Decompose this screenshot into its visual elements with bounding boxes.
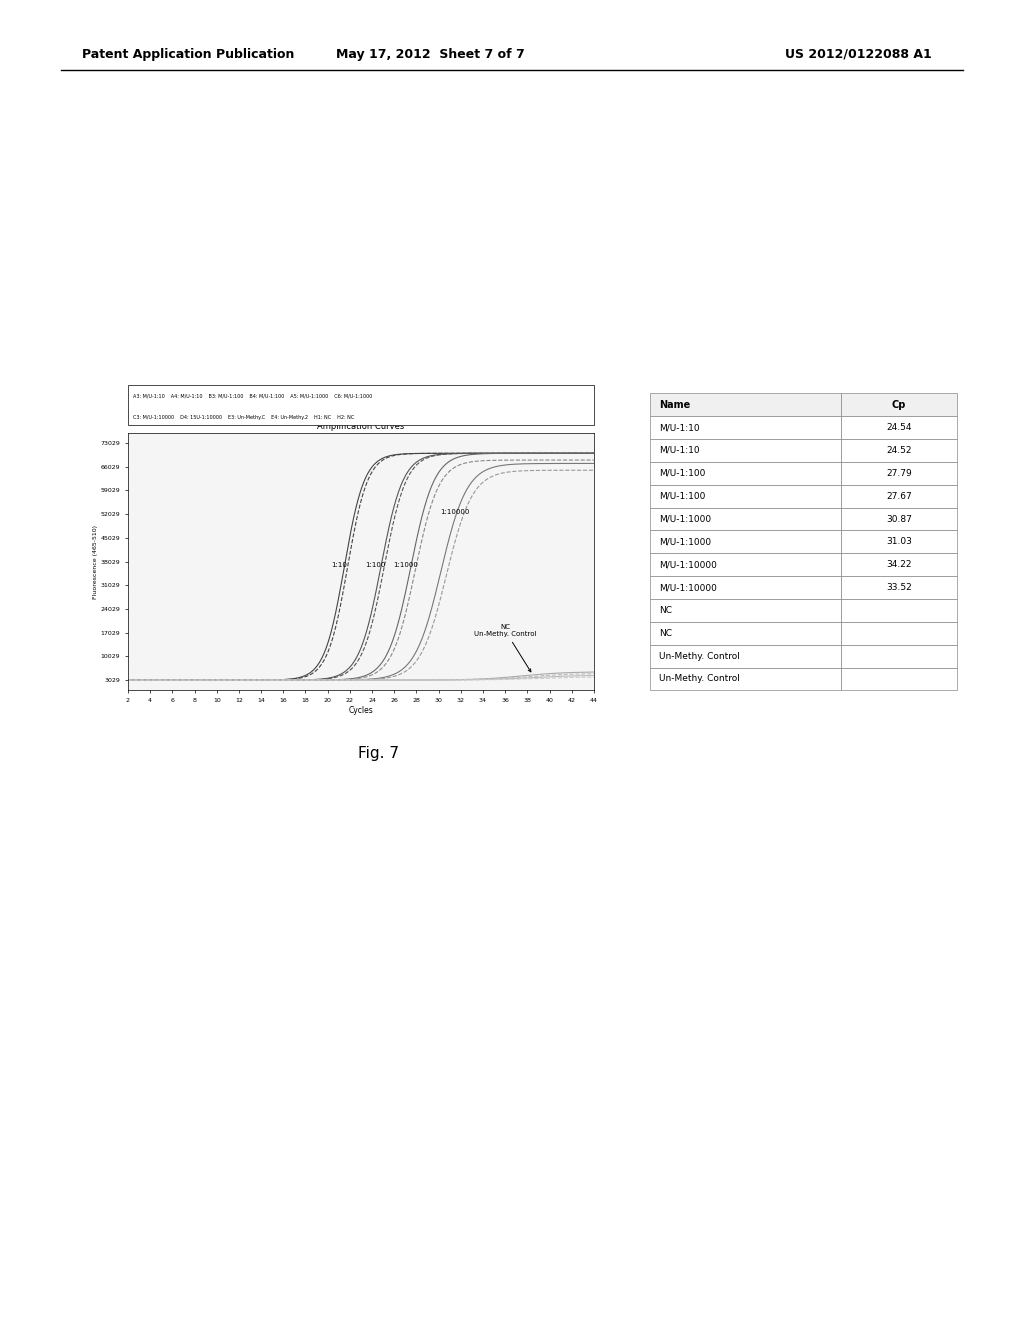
Text: Name: Name [659, 400, 691, 409]
Text: M/U-1:1000: M/U-1:1000 [659, 537, 712, 546]
Bar [841, 644, 957, 668]
Text: M/U-1:10000: M/U-1:10000 [659, 560, 718, 569]
Bar [650, 531, 841, 553]
Bar [841, 531, 957, 553]
Bar [650, 622, 841, 644]
Bar [841, 484, 957, 508]
Text: A3: M/U-1:10    A4: M/U-1:10    B3: M/U-1:100    B4: M/U-1:100    A5: M/U-1:1000: A3: M/U-1:10 A4: M/U-1:10 B3: M/U-1:100 … [133, 393, 372, 399]
Bar [650, 553, 841, 576]
Bar [841, 416, 957, 440]
Text: Un-Methy. Control: Un-Methy. Control [659, 675, 740, 684]
Bar [841, 508, 957, 531]
Bar [650, 462, 841, 484]
X-axis label: Cycles: Cycles [348, 706, 374, 714]
Bar [841, 462, 957, 484]
Text: M/U-1:10000: M/U-1:10000 [659, 583, 718, 593]
Text: 1:100: 1:100 [366, 562, 386, 568]
Text: 24.54: 24.54 [887, 424, 911, 432]
Text: M/U-1:1000: M/U-1:1000 [659, 515, 712, 524]
Text: 24.52: 24.52 [887, 446, 911, 455]
FancyBboxPatch shape [128, 385, 594, 425]
Text: 33.52: 33.52 [886, 583, 912, 593]
Bar [841, 622, 957, 644]
Bar [841, 599, 957, 622]
Bar [841, 576, 957, 599]
Bar [841, 553, 957, 576]
Text: Un-Methy. Control: Un-Methy. Control [659, 652, 740, 660]
Bar [650, 393, 841, 416]
Text: 1:10: 1:10 [331, 562, 347, 568]
Bar [650, 508, 841, 531]
Text: May 17, 2012  Sheet 7 of 7: May 17, 2012 Sheet 7 of 7 [336, 48, 524, 61]
Bar [650, 599, 841, 622]
Text: 30.87: 30.87 [886, 515, 912, 524]
Text: 27.67: 27.67 [886, 491, 912, 500]
Text: NC
Un-Methy. Control: NC Un-Methy. Control [474, 624, 537, 672]
Bar [841, 668, 957, 690]
Bar [650, 668, 841, 690]
Text: NC: NC [659, 628, 673, 638]
Bar [650, 484, 841, 508]
Bar [650, 440, 841, 462]
Bar [650, 416, 841, 440]
Bar [650, 644, 841, 668]
Bar [841, 393, 957, 416]
Text: 31.03: 31.03 [886, 537, 912, 546]
Y-axis label: Fluorescence (465-510): Fluorescence (465-510) [93, 524, 97, 599]
Title: Amplification Curves: Amplification Curves [317, 422, 404, 430]
Text: 1:10000: 1:10000 [440, 510, 470, 515]
Text: 34.22: 34.22 [887, 560, 911, 569]
Text: M/U-1:10: M/U-1:10 [659, 424, 700, 432]
Text: NC: NC [659, 606, 673, 615]
Bar [841, 440, 957, 462]
Text: 1:1000: 1:1000 [393, 562, 418, 568]
Text: Patent Application Publication: Patent Application Publication [82, 48, 294, 61]
Text: US 2012/0122088 A1: US 2012/0122088 A1 [785, 48, 932, 61]
Text: M/U-1:100: M/U-1:100 [659, 491, 706, 500]
Text: M/U-1:10: M/U-1:10 [659, 446, 700, 455]
Text: C3: M/U-1:10000    D4: 15U-1:10000    E3: Un-Methy.C    E4: Un-Methy.2    H1: NC: C3: M/U-1:10000 D4: 15U-1:10000 E3: Un-M… [133, 414, 354, 420]
Text: Fig. 7: Fig. 7 [358, 746, 399, 760]
Text: M/U-1:100: M/U-1:100 [659, 469, 706, 478]
Text: 27.79: 27.79 [886, 469, 912, 478]
Bar [650, 576, 841, 599]
Text: Cp: Cp [892, 400, 906, 409]
